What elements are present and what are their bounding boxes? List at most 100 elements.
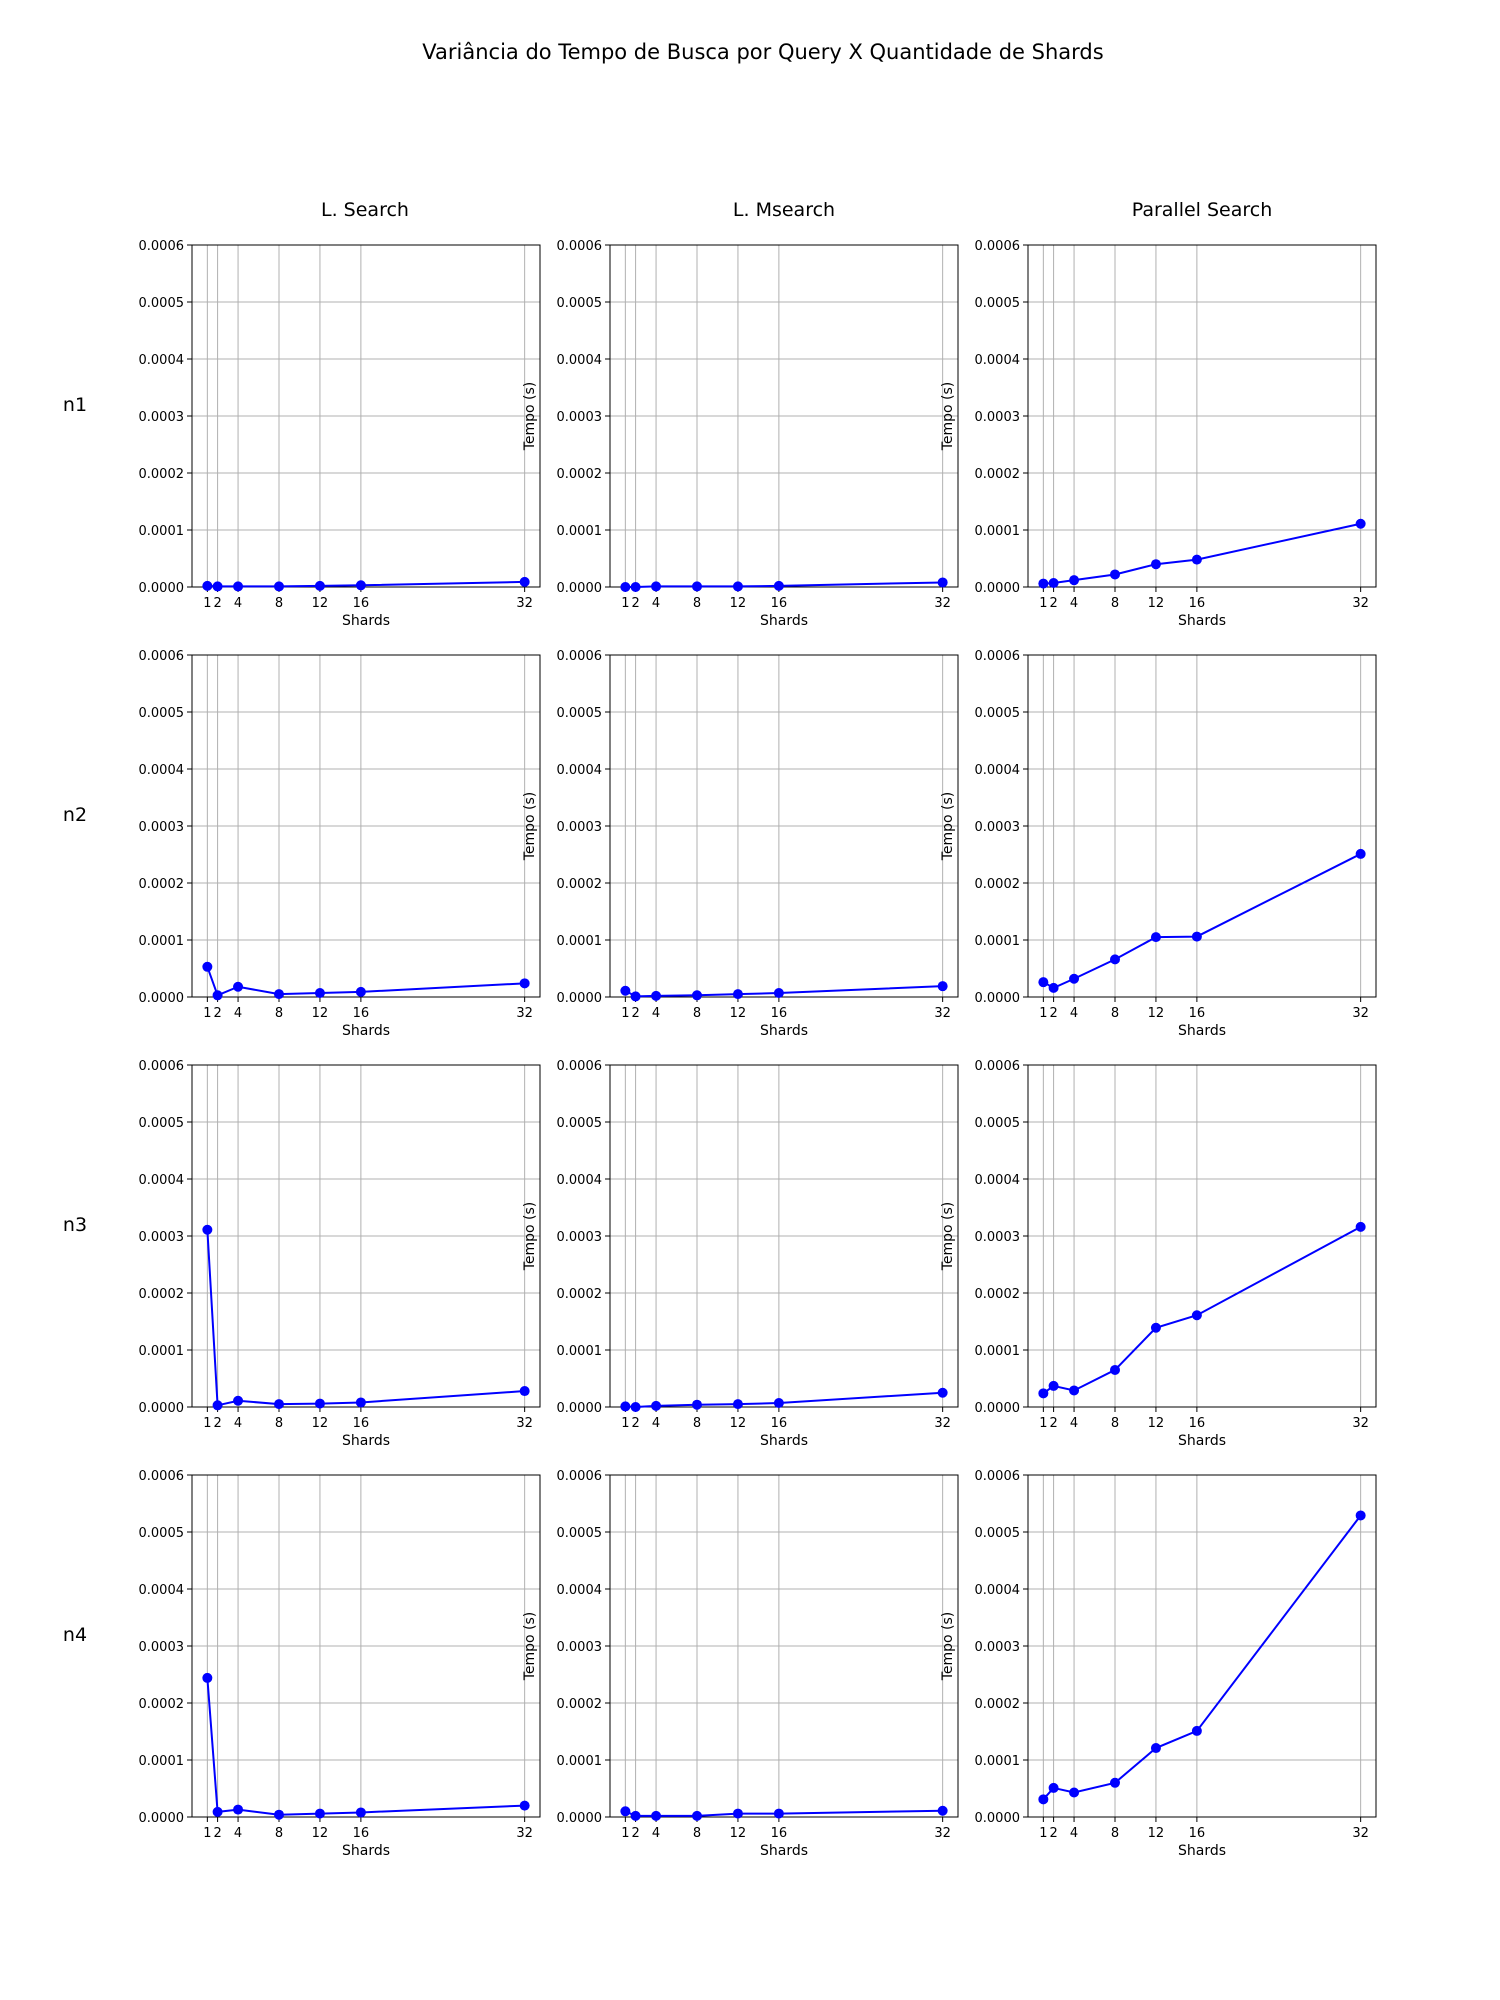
x-tick-label: 16 xyxy=(353,1826,370,1841)
data-point xyxy=(630,582,641,592)
series-line xyxy=(624,1809,943,1817)
x-tick-label: 4 xyxy=(652,1416,660,1431)
y-tick-label: 0.0005 xyxy=(139,1526,185,1541)
data-point xyxy=(233,1395,244,1406)
y-tick-label: 0.0001 xyxy=(139,934,185,949)
y-tick-label: 0.0001 xyxy=(139,1754,185,1769)
y-tick-label: 0.0003 xyxy=(557,1640,603,1655)
x-tick-label: 8 xyxy=(693,1416,701,1431)
x-tick-label: 4 xyxy=(652,596,660,611)
data-point xyxy=(1150,1322,1161,1333)
data-point xyxy=(773,988,784,999)
y-tick-label: 0.0000 xyxy=(557,991,603,1006)
y-axis-label: Tempo (s) xyxy=(940,1202,956,1272)
data-point xyxy=(620,985,631,996)
data-point xyxy=(620,582,631,592)
y-tick-label: 0.0002 xyxy=(557,1697,603,1712)
data-point xyxy=(692,1810,702,1821)
x-tick-label: 4 xyxy=(234,1826,242,1841)
series-line xyxy=(1042,853,1362,989)
data-point xyxy=(274,1399,284,1410)
y-axis-label: Tempo (s) xyxy=(940,382,956,452)
data-point xyxy=(620,1401,631,1412)
data-point xyxy=(651,1400,662,1411)
data-point xyxy=(1110,1364,1120,1375)
x-tick-label: 1 xyxy=(621,596,629,611)
y-axis-label: Tempo (s) xyxy=(522,1612,538,1682)
x-tick-label: 4 xyxy=(1070,596,1078,611)
data-point xyxy=(355,986,366,997)
x-tick-label: 2 xyxy=(213,596,221,611)
x-axis-label: Shards xyxy=(760,613,808,629)
x-tick-label: 16 xyxy=(771,1826,788,1841)
x-tick-label: 8 xyxy=(275,1006,283,1021)
data-point xyxy=(314,988,325,999)
data-point xyxy=(773,1398,784,1409)
data-point xyxy=(773,1808,784,1819)
data-point xyxy=(274,581,284,592)
panel-n2-l-search: 0.0000 0.0001 0.0002 0.0003 0.0004 0.0005 0.00… xyxy=(139,649,541,1039)
x-tick-label: 1 xyxy=(203,1006,211,1021)
y-tick-label: 0.0006 xyxy=(975,1059,1021,1074)
x-tick-label: 2 xyxy=(1049,1416,1057,1431)
data-point xyxy=(1048,982,1059,993)
x-tick-label: 2 xyxy=(1049,1826,1057,1841)
series-line xyxy=(1042,1225,1362,1395)
x-tick-label: 2 xyxy=(213,1416,221,1431)
y-tick-label: 0.0005 xyxy=(139,1116,185,1131)
y-tick-label: 0.0000 xyxy=(557,1401,603,1416)
x-tick-label: 16 xyxy=(771,1006,788,1021)
panel-n4-l-search: 0.0000 0.0001 0.0002 0.0003 0.0004 0.0005 0.00… xyxy=(139,1469,541,1859)
y-tick-label: 0.0001 xyxy=(557,1754,603,1769)
x-tick-label: 16 xyxy=(353,1006,370,1021)
x-tick-label: 2 xyxy=(631,1006,639,1021)
data-point xyxy=(274,989,284,1000)
x-tick-label: 12 xyxy=(730,1416,747,1431)
column-title-parallel-search: Parallel Search xyxy=(1132,199,1273,221)
y-tick-label: 0.0005 xyxy=(557,1116,603,1131)
x-axis-label: Shards xyxy=(342,1433,390,1449)
y-tick-label: 0.0004 xyxy=(557,1583,603,1598)
data-point xyxy=(937,1387,948,1398)
data-point xyxy=(355,1807,366,1818)
panel-n4-l-msearch: 0.0000 0.0001 0.0002 0.0003 0.0004 0.0005 0.00… xyxy=(522,1469,959,1859)
x-tick-label: 32 xyxy=(934,1416,951,1431)
y-tick-label: 0.0002 xyxy=(139,1287,185,1302)
y-axis-label: Tempo (s) xyxy=(940,792,956,862)
x-axis-label: Shards xyxy=(342,1023,390,1039)
y-tick-label: 0.0001 xyxy=(975,934,1021,949)
x-axis-label: Shards xyxy=(760,1023,808,1039)
x-tick-label: 32 xyxy=(516,1826,533,1841)
y-tick-label: 0.0004 xyxy=(139,763,185,778)
data-point xyxy=(202,961,213,972)
y-tick-label: 0.0004 xyxy=(975,763,1021,778)
series-line xyxy=(624,985,943,998)
data-point xyxy=(314,580,325,591)
x-tick-label: 4 xyxy=(234,1416,242,1431)
x-tick-label: 2 xyxy=(631,1416,639,1431)
data-point xyxy=(1069,575,1080,586)
y-axis-label: Tempo (s) xyxy=(522,1202,538,1272)
data-point xyxy=(519,576,530,587)
x-tick-label: 32 xyxy=(516,1006,533,1021)
y-tick-label: 0.0003 xyxy=(139,1640,185,1655)
data-point xyxy=(1150,559,1161,570)
row-label-n2: n2 xyxy=(63,804,87,826)
y-tick-label: 0.0002 xyxy=(139,1697,185,1712)
data-point xyxy=(692,1399,702,1410)
x-axis-label: Shards xyxy=(760,1843,808,1859)
y-tick-label: 0.0006 xyxy=(975,649,1021,664)
y-tick-label: 0.0003 xyxy=(139,820,185,835)
x-tick-label: 12 xyxy=(1148,596,1165,611)
x-tick-label: 4 xyxy=(234,1006,242,1021)
data-point xyxy=(1355,1221,1366,1232)
data-point xyxy=(1191,1725,1202,1736)
y-tick-label: 0.0004 xyxy=(139,1583,185,1598)
data-point xyxy=(1191,1310,1202,1321)
data-point xyxy=(692,990,702,1001)
y-tick-label: 0.0004 xyxy=(557,1173,603,1188)
y-tick-label: 0.0001 xyxy=(557,524,603,539)
data-point xyxy=(630,1810,641,1821)
panel-n3-l-search: 0.0000 0.0001 0.0002 0.0003 0.0004 0.0005 0.00… xyxy=(139,1059,541,1449)
y-tick-label: 0.0000 xyxy=(557,1811,603,1826)
